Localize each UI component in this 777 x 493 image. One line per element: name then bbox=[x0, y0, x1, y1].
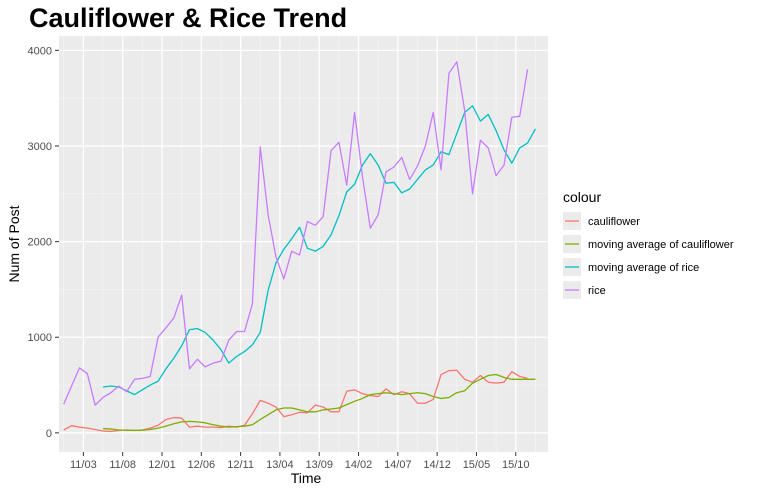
legend-label: cauliflower bbox=[588, 216, 640, 228]
legend: colour cauliflower moving average of caul… bbox=[563, 189, 734, 299]
x-tick-label: 13/04 bbox=[266, 459, 294, 471]
minor-gridlines bbox=[59, 36, 548, 452]
y-tick-label: 4000 bbox=[28, 45, 52, 57]
legend-label: rice bbox=[588, 285, 606, 297]
chart-title: Cauliflower & Rice Trend bbox=[29, 3, 347, 33]
x-tick-label: 14/02 bbox=[345, 459, 373, 471]
x-tick-label: 12/01 bbox=[148, 459, 176, 471]
x-tick-label: 15/05 bbox=[463, 459, 491, 471]
x-tick-label: 11/03 bbox=[70, 459, 97, 471]
y-tick-label: 2000 bbox=[28, 237, 52, 249]
x-tick-label: 12/11 bbox=[227, 459, 254, 471]
y-axis-title: Num of Post bbox=[6, 205, 22, 282]
x-tick-label: 14/07 bbox=[384, 459, 412, 471]
x-tick-label: 11/08 bbox=[109, 459, 136, 471]
major-gridlines bbox=[59, 36, 548, 452]
y-tick-label: 3000 bbox=[28, 141, 52, 153]
x-tick-label: 15/10 bbox=[502, 459, 530, 471]
legend-label: moving average of rice bbox=[588, 262, 699, 274]
x-tick-label: 12/06 bbox=[188, 459, 216, 471]
y-axis: 0 1000 2000 3000 4000 bbox=[28, 45, 59, 440]
x-tick-label: 14/12 bbox=[423, 459, 451, 471]
legend-title: colour bbox=[563, 189, 601, 205]
series-lines bbox=[63, 61, 536, 433]
series-line-rice bbox=[63, 61, 529, 406]
plot-panel bbox=[59, 36, 548, 452]
x-axis: 11/03 11/08 12/01 12/06 12/11 13/04 13/09 14/02… bbox=[70, 452, 530, 471]
y-tick-label: 1000 bbox=[28, 332, 52, 344]
series-line-moving-average-of-cauliflower bbox=[102, 373, 536, 432]
series-line-moving-average-of-rice bbox=[102, 105, 536, 396]
x-axis-title: Time bbox=[291, 470, 322, 486]
legend-label: moving average of cauliflower bbox=[588, 239, 734, 251]
y-tick-label: 0 bbox=[46, 428, 52, 440]
x-tick-label: 13/09 bbox=[305, 459, 333, 471]
